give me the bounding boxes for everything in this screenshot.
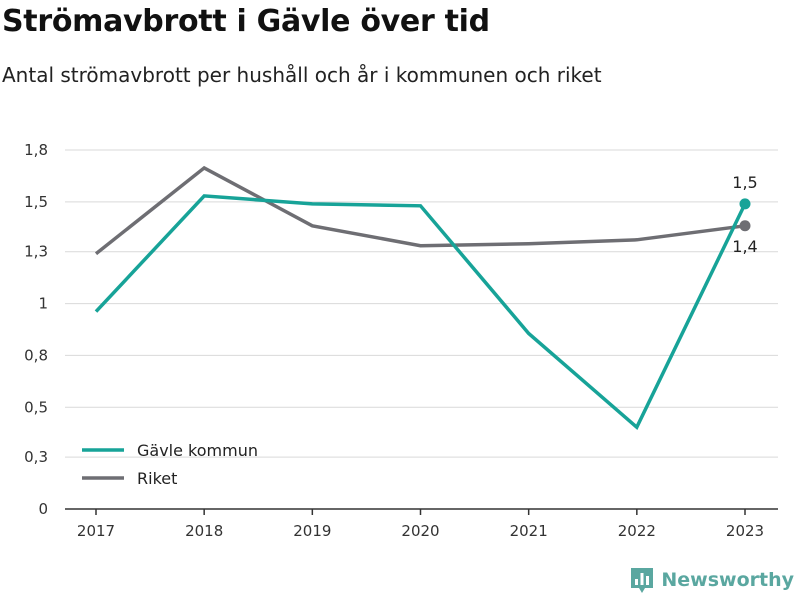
x-tick-label: 2019 <box>293 522 331 540</box>
series-lines <box>94 165 751 431</box>
y-tick-label: 1,3 <box>24 243 48 261</box>
axes: 0 0,3 0,5 0,8 1 1,3 1,5 1,8 2017 2018 2019 2020 2021… <box>24 141 778 540</box>
x-tick-label: 2023 <box>726 522 764 540</box>
legend-label-g-vle-kommun: Gävle kommun <box>137 441 258 460</box>
end-point-g-vle-kommun <box>739 198 751 210</box>
x-tick-label: 2017 <box>77 522 115 540</box>
chart-title: Strömavbrott i Gävle över tid <box>2 4 490 39</box>
legend-label-riket: Riket <box>137 469 177 488</box>
brand-name: Newsworthy <box>661 569 794 591</box>
y-tick-label: 1 <box>38 295 48 313</box>
y-tick-label: 0,3 <box>24 448 48 466</box>
newsworthy-brand: Newsworthy <box>629 566 794 594</box>
y-tick-label: 0,8 <box>24 346 48 364</box>
x-tick-label: 2022 <box>618 522 656 540</box>
chart-subtitle: Antal strömavbrott per hushåll och år i … <box>2 63 602 87</box>
end-label-g-vle-kommun: 1,5 <box>732 173 757 192</box>
x-tick-label: 2020 <box>401 522 439 540</box>
x-tick-label: 2021 <box>510 522 548 540</box>
series-line-riket <box>94 165 746 256</box>
end-point-riket <box>739 220 751 232</box>
legend: Gävle kommun Riket <box>82 441 258 488</box>
end-label-riket: 1,4 <box>732 237 757 256</box>
y-tick-label: 1,8 <box>24 141 48 159</box>
bar-chart-logo-icon <box>631 568 654 593</box>
gridlines <box>65 149 778 458</box>
y-tick-label: 1,5 <box>24 193 48 211</box>
end-labels: 1,4 1,5 <box>732 173 757 256</box>
series-line-g-vle-kommun <box>94 194 747 431</box>
y-tick-label: 0,5 <box>24 398 48 416</box>
x-tick-label: 2018 <box>185 522 223 540</box>
y-tick-label: 0 <box>38 500 48 518</box>
